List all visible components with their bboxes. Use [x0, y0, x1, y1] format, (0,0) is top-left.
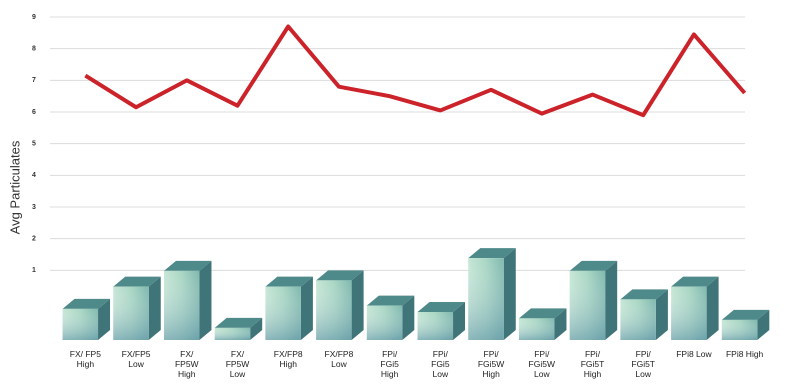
x-tick-label: FX/FP8 Low [324, 349, 354, 369]
bar-top [366, 295, 415, 306]
bar-side [605, 260, 618, 340]
x-tick-label: FPi/ FGi5T High [580, 349, 605, 379]
x-tick-label: FPi8 High [725, 349, 764, 359]
bar-side [655, 289, 668, 340]
bar [366, 295, 415, 340]
bar-side [250, 317, 263, 340]
bar-top [214, 317, 263, 328]
bar-top [468, 248, 516, 259]
bar [417, 302, 466, 340]
y-tick-label: 1 [32, 267, 36, 274]
bar-side [199, 260, 212, 340]
bar-side [453, 302, 466, 340]
y-tick-label: 3 [32, 204, 36, 211]
y-tick-label: 7 [32, 77, 36, 84]
bar-shade [518, 318, 555, 340]
x-tick-label: FX/FP5 Low [121, 349, 151, 369]
bar-top [518, 308, 567, 319]
bar-top [316, 270, 364, 281]
y-tick-label: 2 [32, 236, 36, 243]
bar [163, 260, 212, 340]
bar-side [554, 308, 567, 340]
bar-shade [163, 270, 200, 340]
x-tick-label: FPi/ FGi5 Low [431, 349, 450, 379]
y-tick-label: 6 [32, 109, 36, 116]
x-tick-label: FPi/ FGi5T Low [631, 349, 656, 379]
bar-shade [265, 286, 301, 340]
bar-shade [62, 308, 99, 340]
bar [671, 276, 719, 340]
bar-top [62, 298, 111, 309]
bar [113, 276, 161, 340]
bar-top [569, 260, 618, 271]
y-tick-label: 5 [32, 141, 36, 148]
x-tick-label: FPi/ FGi5 High [380, 349, 399, 379]
bar-side [98, 298, 111, 340]
bar-top [721, 309, 770, 320]
x-tick-label: FX/ FP5 High [69, 349, 101, 369]
bar-shade [113, 286, 149, 340]
bar [62, 298, 111, 340]
bar-top [671, 276, 719, 287]
y-tick-label: 8 [32, 46, 36, 53]
bar-shade [620, 299, 656, 340]
bar-shade [468, 258, 504, 340]
x-tick-label: FX/FP8 High [273, 349, 303, 369]
bar-side [757, 309, 770, 340]
bar-shade [569, 270, 606, 340]
bar-shade [316, 280, 352, 340]
bar [620, 289, 668, 340]
bar-side [351, 270, 364, 340]
x-tick-label: FX/ FP5W Low [225, 349, 250, 379]
bar-top [163, 260, 212, 271]
bar-shade [366, 305, 403, 340]
bar [569, 260, 618, 340]
bar [214, 317, 263, 340]
y-tick-label: 9 [32, 14, 36, 21]
x-tick-label: FPi8 Low [676, 349, 712, 359]
bar-side [402, 295, 415, 340]
bar-top [417, 302, 466, 312]
bar-side [706, 276, 719, 340]
bar-side [148, 276, 161, 340]
bar-top [265, 276, 313, 287]
bar [468, 248, 516, 340]
bar-shade [214, 327, 251, 340]
bar [721, 309, 770, 340]
y-axis-label: Avg Particulates [7, 140, 23, 235]
bar-shade [721, 319, 758, 340]
bar [265, 276, 313, 340]
bar-shade [417, 312, 454, 340]
bar-side [503, 248, 516, 340]
bar-top [620, 289, 668, 300]
bar [316, 270, 364, 340]
bar-side [300, 276, 313, 340]
x-tick-label: FX/ FP5W High [174, 349, 199, 379]
bar-top [113, 276, 161, 287]
bar-shade [671, 286, 707, 340]
y-tick-label: 4 [32, 172, 36, 179]
x-tick-label: FPi/ FGi5W Low [528, 349, 555, 379]
line [84, 24, 747, 118]
bar [518, 308, 567, 340]
x-tick-label: FPi/ FGi5W High [477, 349, 505, 379]
